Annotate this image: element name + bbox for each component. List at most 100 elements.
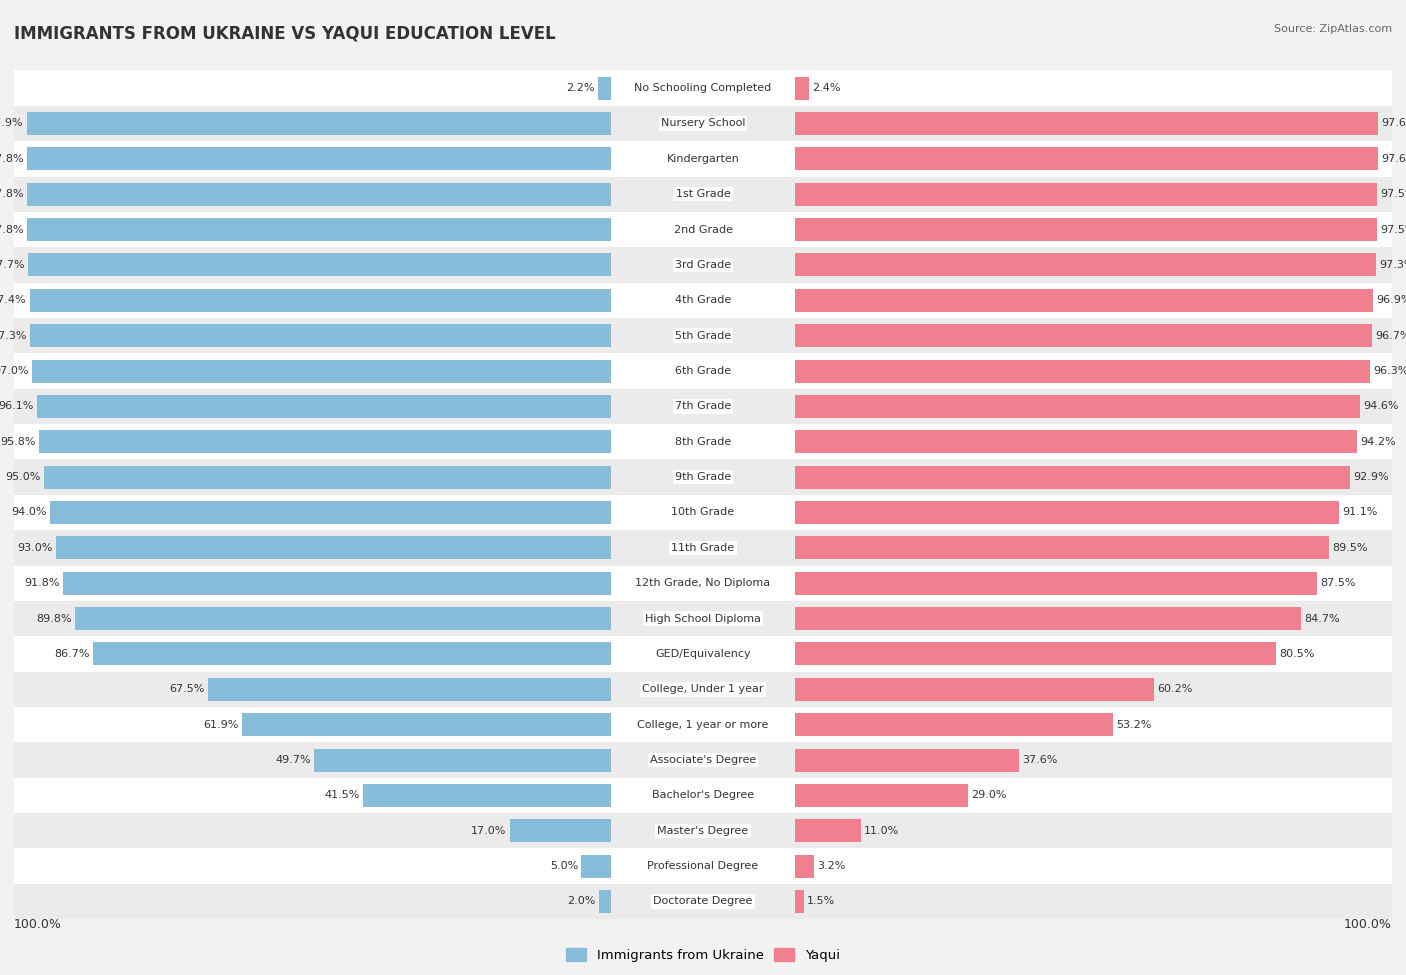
Bar [27,218,612,241]
Bar [38,395,612,418]
Text: 2.0%: 2.0% [568,896,596,907]
Bar [794,749,1019,771]
Text: 10th Grade: 10th Grade [672,508,734,518]
Bar [794,360,1369,382]
Text: 96.7%: 96.7% [1375,331,1406,340]
Text: College, 1 year or more: College, 1 year or more [637,720,769,729]
Text: 97.5%: 97.5% [1381,224,1406,235]
Bar [14,637,1392,672]
Bar [14,283,1392,318]
Text: Professional Degree: Professional Degree [647,861,759,871]
Text: 4th Grade: 4th Grade [675,295,731,305]
Text: 9th Grade: 9th Grade [675,472,731,482]
Bar [794,112,1378,135]
Bar [93,643,612,666]
Text: 97.0%: 97.0% [0,366,28,376]
Text: 95.0%: 95.0% [6,472,41,482]
Text: 100.0%: 100.0% [14,918,62,931]
Text: 97.7%: 97.7% [0,260,24,270]
Bar [27,112,612,135]
Text: 2.2%: 2.2% [567,83,595,94]
Text: 97.9%: 97.9% [0,119,24,129]
Text: 97.8%: 97.8% [0,154,24,164]
Bar [39,430,612,453]
Bar [14,353,1392,389]
Text: 5th Grade: 5th Grade [675,331,731,340]
Bar [794,678,1154,701]
Text: 61.9%: 61.9% [202,720,238,729]
Bar [794,855,814,878]
Bar [794,607,1301,630]
Text: 97.4%: 97.4% [0,295,27,305]
Bar [794,147,1378,171]
Bar [14,848,1392,883]
Bar [14,176,1392,212]
Bar [14,494,1392,530]
Bar [14,70,1392,106]
Text: 96.9%: 96.9% [1376,295,1406,305]
Text: 91.1%: 91.1% [1343,508,1378,518]
Bar [794,289,1374,312]
Text: 92.9%: 92.9% [1353,472,1389,482]
Bar [63,571,612,595]
Bar [27,147,612,171]
Bar [794,395,1360,418]
Bar [794,324,1372,347]
Text: 60.2%: 60.2% [1157,684,1192,694]
Text: 6th Grade: 6th Grade [675,366,731,376]
Bar [794,784,967,807]
Bar [794,713,1112,736]
Bar [14,212,1392,248]
Text: 93.0%: 93.0% [17,543,52,553]
Bar [14,459,1392,494]
Legend: Immigrants from Ukraine, Yaqui: Immigrants from Ukraine, Yaqui [561,943,845,967]
Bar [794,819,860,842]
Text: 53.2%: 53.2% [1116,720,1152,729]
Text: 3.2%: 3.2% [817,861,845,871]
Text: 97.3%: 97.3% [0,331,27,340]
Text: 11th Grade: 11th Grade [672,543,734,553]
Text: 87.5%: 87.5% [1320,578,1355,588]
Text: 89.8%: 89.8% [37,613,72,624]
Text: 94.2%: 94.2% [1361,437,1396,447]
Bar [27,182,612,206]
Text: IMMIGRANTS FROM UKRAINE VS YAQUI EDUCATION LEVEL: IMMIGRANTS FROM UKRAINE VS YAQUI EDUCATI… [14,24,555,42]
Bar [794,536,1329,560]
Text: 2.4%: 2.4% [813,83,841,94]
Text: 49.7%: 49.7% [276,755,311,765]
Text: 67.5%: 67.5% [170,684,205,694]
Bar [30,324,612,347]
Bar [208,678,612,701]
Text: 2nd Grade: 2nd Grade [673,224,733,235]
Text: 97.8%: 97.8% [0,224,24,235]
Text: Doctorate Degree: Doctorate Degree [654,896,752,907]
Text: 86.7%: 86.7% [55,649,90,659]
Bar [14,883,1392,919]
Bar [794,430,1357,453]
Bar [794,890,804,913]
Text: 100.0%: 100.0% [1344,918,1392,931]
Text: Kindergarten: Kindergarten [666,154,740,164]
Bar [28,254,612,277]
Text: 89.5%: 89.5% [1333,543,1368,553]
Bar [14,106,1392,141]
Bar [794,643,1275,666]
Text: Associate's Degree: Associate's Degree [650,755,756,765]
Text: 41.5%: 41.5% [325,791,360,800]
Text: 8th Grade: 8th Grade [675,437,731,447]
Bar [794,501,1339,524]
Bar [14,141,1392,176]
Bar [56,536,612,560]
Text: 17.0%: 17.0% [471,826,506,836]
Text: Source: ZipAtlas.com: Source: ZipAtlas.com [1274,24,1392,34]
Bar [599,890,612,913]
Bar [14,530,1392,566]
Text: 97.6%: 97.6% [1381,154,1406,164]
Text: 80.5%: 80.5% [1279,649,1315,659]
Text: College, Under 1 year: College, Under 1 year [643,684,763,694]
Bar [32,360,612,382]
Text: GED/Equivalency: GED/Equivalency [655,649,751,659]
Bar [14,707,1392,742]
Text: 97.5%: 97.5% [1381,189,1406,199]
Bar [598,77,612,99]
